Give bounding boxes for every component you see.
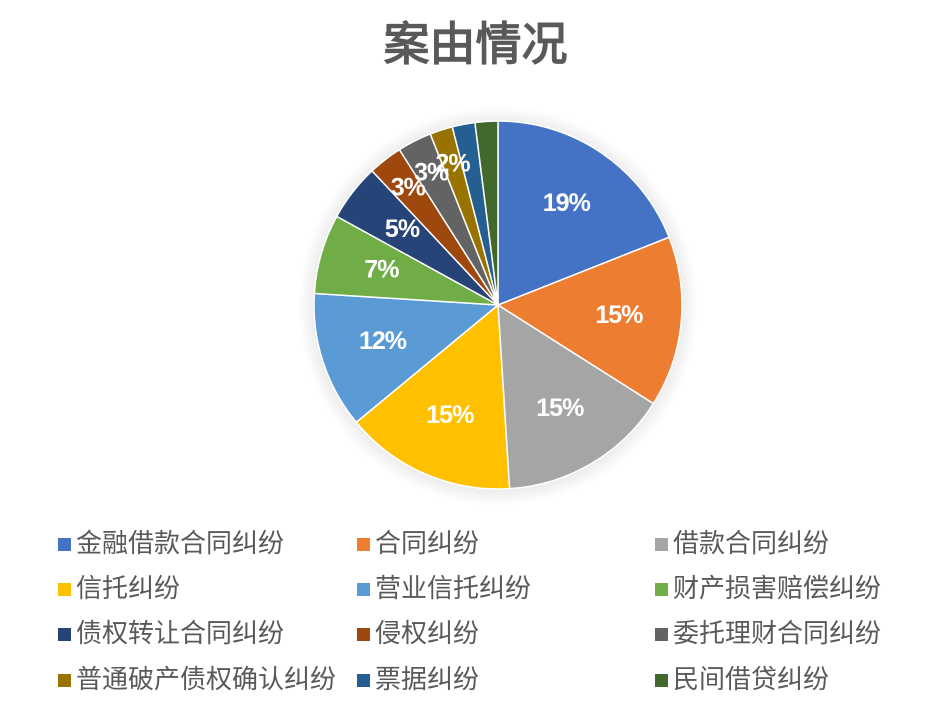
legend-swatch — [58, 537, 71, 551]
pie-data-label: 15% — [595, 301, 643, 329]
legend-swatch — [655, 627, 668, 641]
pie-data-label: 12% — [359, 327, 407, 355]
pie-data-label: 2% — [435, 150, 470, 178]
pie-data-label: 15% — [536, 394, 584, 422]
pie-data-label: 15% — [426, 401, 474, 429]
legend-label: 委托理财合同纠纷 — [673, 619, 882, 649]
pie-data-label: 5% — [385, 215, 420, 243]
legend-label: 财产损害赔偿纠纷 — [673, 574, 882, 604]
legend-label: 信托纠纷 — [76, 574, 181, 604]
chart-title: 案由情况 — [383, 17, 568, 71]
pie-data-label: 19% — [543, 189, 591, 217]
legend-label: 票据纠纷 — [375, 665, 480, 695]
legend-item: 借款合同纠纷 — [655, 524, 829, 564]
legend-item: 普通破产债权确认纠纷 — [58, 660, 336, 700]
pie-data-label: 3% — [414, 158, 449, 186]
legend-item: 侵权纠纷 — [357, 614, 479, 654]
legend-label: 民间借贷纠纷 — [673, 665, 830, 695]
legend-item: 债权转让合同纠纷 — [58, 614, 284, 654]
legend-swatch — [357, 537, 370, 551]
pie-data-label: 7% — [364, 256, 399, 284]
legend-swatch — [58, 582, 71, 596]
legend-swatch — [58, 673, 71, 687]
legend-item: 金融借款合同纠纷 — [58, 524, 284, 564]
legend-label: 营业信托纠纷 — [375, 574, 532, 604]
pie-slice — [313, 292, 500, 424]
legend-label: 债权转让合同纠纷 — [76, 619, 285, 649]
legend-label: 合同纠纷 — [375, 529, 480, 559]
legend-item: 票据纠纷 — [357, 660, 479, 700]
legend-swatch — [357, 673, 370, 687]
legend-swatch — [58, 627, 71, 641]
pie-slice — [474, 120, 499, 306]
pie-data-label: 3% — [391, 173, 426, 201]
legend-swatch — [357, 582, 370, 596]
pie-slice — [497, 120, 671, 307]
pie-labels: 19%15%15%15%12%7%5%3%3%2% — [359, 150, 644, 430]
legend-label: 普通破产债权确认纠纷 — [76, 665, 337, 695]
pie-slice — [355, 303, 511, 490]
pie-slices — [313, 120, 683, 490]
legend-label: 侵权纠纷 — [375, 619, 480, 649]
pie-slice — [497, 303, 655, 490]
legend-item: 财产损害赔偿纠纷 — [655, 569, 881, 609]
legend-swatch — [655, 582, 668, 596]
legend-item: 信托纠纷 — [58, 569, 180, 609]
legend-item: 合同纠纷 — [357, 524, 479, 564]
legend-label: 借款合同纠纷 — [673, 529, 830, 559]
pie-slice — [496, 236, 683, 405]
legend-swatch — [655, 537, 668, 551]
legend-item: 民间借贷纠纷 — [655, 660, 829, 700]
legend-swatch — [655, 673, 668, 687]
legend-item: 委托理财合同纠纷 — [655, 614, 881, 654]
legend-label: 金融借款合同纠纷 — [76, 529, 285, 559]
legend-item: 营业信托纠纷 — [357, 569, 531, 609]
legend-swatch — [357, 627, 370, 641]
